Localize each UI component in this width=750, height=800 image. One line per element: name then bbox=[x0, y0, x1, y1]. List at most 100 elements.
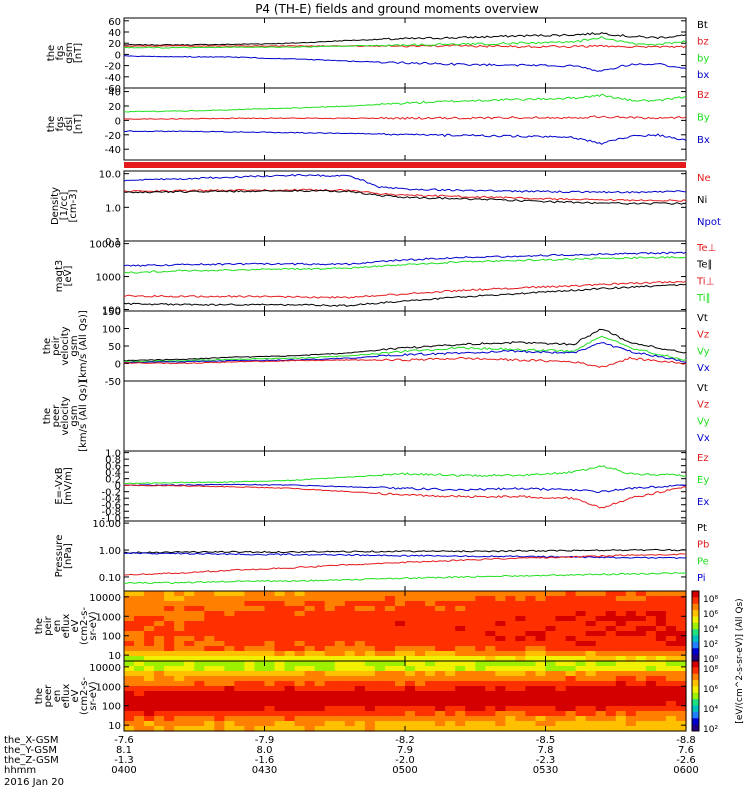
colorbar-step bbox=[692, 610, 699, 617]
spectrogram-cell bbox=[665, 596, 677, 602]
spectrogram-cell bbox=[605, 621, 617, 627]
spectrogram-cell bbox=[354, 686, 366, 692]
spectrogram-cell bbox=[134, 636, 145, 642]
spectrogram-cell bbox=[525, 651, 536, 657]
spectrogram-cell bbox=[485, 606, 496, 612]
spectrogram-cell bbox=[595, 706, 607, 712]
spectrogram-cell bbox=[234, 666, 245, 672]
spectrogram-cell bbox=[635, 641, 647, 647]
spectrogram-cell bbox=[224, 611, 235, 617]
spectrogram-cell bbox=[214, 651, 225, 657]
spectrogram-cell bbox=[164, 616, 175, 622]
spectrogram-cell bbox=[194, 626, 205, 632]
spectrogram-cell bbox=[665, 666, 677, 672]
spectrogram-cell bbox=[344, 591, 356, 597]
spectrogram-cell bbox=[495, 591, 506, 597]
spectrogram-cell bbox=[455, 721, 466, 727]
spectrogram-cell bbox=[665, 611, 677, 617]
panel-frame bbox=[123, 87, 687, 161]
spectrogram-cell bbox=[595, 606, 607, 612]
spectrogram-cell bbox=[465, 641, 476, 647]
spectrogram-cell bbox=[555, 726, 567, 732]
spectrogram-cell bbox=[676, 686, 687, 692]
spectrogram-cell bbox=[405, 711, 416, 717]
spectrogram-cell bbox=[415, 651, 426, 657]
spectrogram-cell bbox=[525, 686, 536, 692]
spectrogram-cell bbox=[665, 671, 677, 677]
spectrogram-cell bbox=[635, 656, 647, 662]
y-axis-label: fgs bbox=[55, 45, 66, 60]
spectrogram-cell bbox=[535, 706, 547, 712]
spectrogram-cell bbox=[144, 591, 155, 597]
spectrogram-cell bbox=[655, 656, 667, 662]
spectrogram-cell bbox=[645, 641, 657, 647]
spectrogram-cell bbox=[384, 671, 396, 677]
spectrogram-cell bbox=[224, 696, 235, 702]
y-axis-label: the bbox=[34, 618, 45, 634]
spectrogram-cell bbox=[194, 631, 205, 637]
spectrogram-cell bbox=[144, 671, 155, 677]
spectrogram-cell bbox=[324, 601, 336, 607]
spectrogram-cell bbox=[364, 596, 376, 602]
spectrogram-cell bbox=[254, 606, 266, 612]
spectrogram-cell bbox=[455, 711, 466, 717]
spectrogram-cell bbox=[605, 651, 617, 657]
spectrogram-cell bbox=[445, 681, 456, 687]
spectrogram-cell bbox=[505, 636, 516, 642]
spectrogram-cell bbox=[445, 591, 456, 597]
y-tick-label: 1.0 bbox=[105, 449, 121, 460]
spectrogram-cell bbox=[344, 626, 356, 632]
spectrogram-cell bbox=[244, 716, 255, 722]
spectrogram-cell bbox=[665, 696, 677, 702]
spectrogram-cell bbox=[174, 726, 185, 732]
spectrogram-cell bbox=[565, 671, 577, 677]
spectrogram-cell bbox=[535, 601, 547, 607]
spectrogram-cell bbox=[655, 646, 667, 652]
spectrogram-cell bbox=[244, 706, 255, 712]
spectrogram-cell bbox=[264, 711, 276, 717]
spectrogram-cell bbox=[465, 606, 476, 612]
y-axis-label: magt3 bbox=[54, 260, 65, 293]
spectrogram-cell bbox=[364, 726, 376, 732]
spectrogram-cell bbox=[204, 701, 215, 707]
spectrogram-cell bbox=[405, 671, 416, 677]
series-line-By bbox=[123, 93, 687, 113]
spectrogram-cell bbox=[635, 646, 647, 652]
spectrogram-cell bbox=[505, 671, 516, 677]
spectrogram-cell bbox=[445, 641, 456, 647]
panels: 6040200-20-40-60thefgsgsm[nT]Btbzbybx402… bbox=[34, 17, 721, 735]
spectrogram-cell bbox=[134, 651, 145, 657]
spectrogram-cell bbox=[505, 651, 516, 657]
spectrogram-cell bbox=[435, 711, 446, 717]
spectrogram-cell bbox=[625, 646, 637, 652]
spectrogram-cell bbox=[304, 606, 316, 612]
spectrogram-cell bbox=[575, 641, 587, 647]
spectrogram-cell bbox=[655, 651, 667, 657]
x-row-value: 0530 bbox=[533, 765, 558, 776]
spectrogram-cell bbox=[545, 636, 557, 642]
x-row-value: -2.0 bbox=[395, 755, 415, 766]
spectrogram-cell bbox=[334, 721, 346, 727]
colorbar-frame bbox=[691, 660, 700, 732]
spectrogram-cell bbox=[124, 611, 135, 617]
spectrogram-cell bbox=[505, 666, 516, 672]
spectrogram-cell bbox=[625, 666, 637, 672]
spectrogram-cell bbox=[134, 631, 145, 637]
spectrogram-cell bbox=[495, 661, 506, 667]
y-tick-label: 0.10 bbox=[99, 573, 121, 584]
spectrogram-cell bbox=[395, 711, 406, 717]
spectrogram-cell bbox=[535, 711, 547, 717]
spectrogram-cell bbox=[515, 671, 526, 677]
spectrogram-cell bbox=[405, 666, 416, 672]
spectrogram-cell bbox=[676, 596, 687, 602]
y-axis-label: [km/s (All Qs)] bbox=[78, 310, 89, 382]
spectrogram-cell bbox=[254, 651, 266, 657]
spectrogram-cell bbox=[194, 706, 205, 712]
spectrogram-cell bbox=[645, 626, 657, 632]
panel-frame bbox=[123, 380, 687, 452]
spectrogram-cell bbox=[134, 716, 145, 722]
legend-Vx: Vx bbox=[697, 363, 710, 374]
series-line-bz bbox=[123, 44, 687, 49]
spectrogram-cell bbox=[495, 696, 506, 702]
